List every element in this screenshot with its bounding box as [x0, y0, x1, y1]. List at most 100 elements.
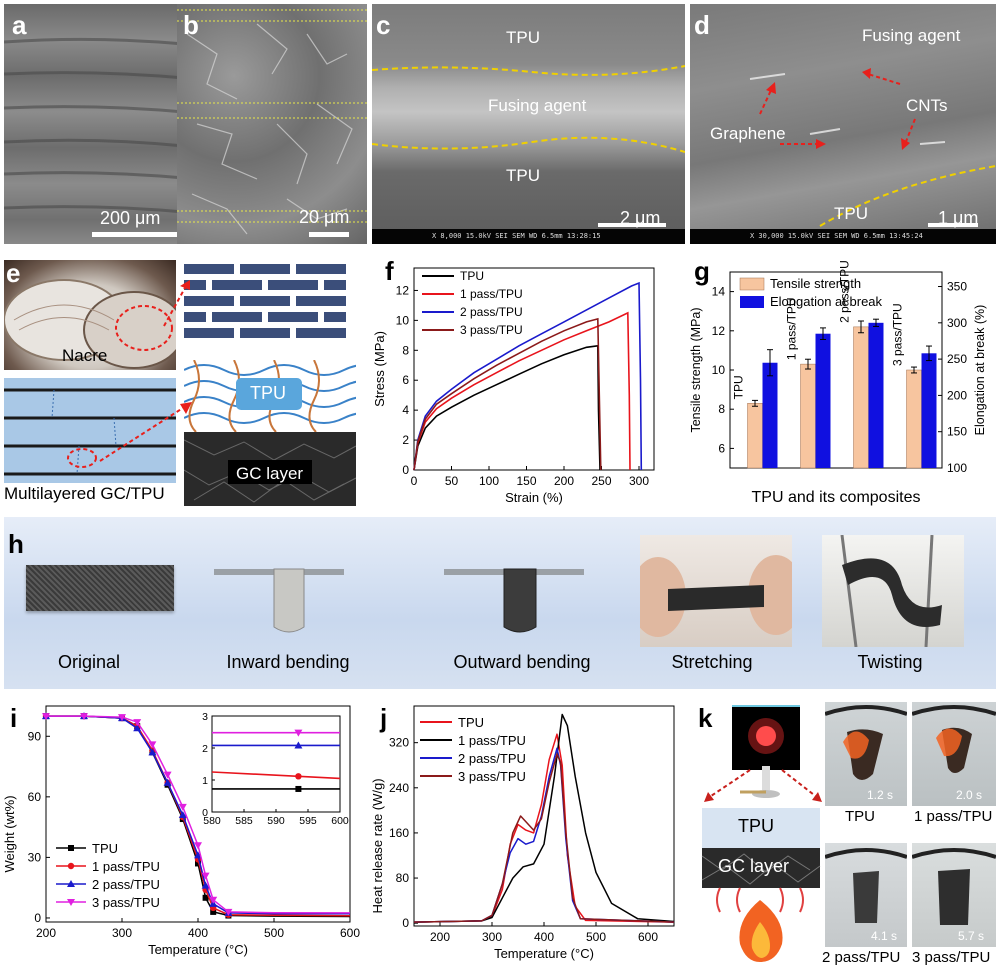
panel-c-sem-image: TPU Fusing agent TPU c 2 μm X 8,000 15.0… [372, 4, 685, 244]
label-gc-layer: GC layer [718, 856, 790, 876]
label-tpu: TPU [738, 816, 774, 836]
label-graphene: Graphene [710, 124, 786, 143]
sem-info-bar: X 8,000 15.0kV SEI SEM WD 6.5mm 13:28:15 [372, 229, 685, 244]
data-marker [194, 842, 202, 850]
legend-swatch [740, 296, 764, 308]
data-marker [133, 724, 142, 732]
legend-label: 1 pass/TPU [458, 733, 526, 748]
y-tick-label: 80 [396, 871, 410, 885]
y-axis-label: Weight (wt%) [2, 795, 17, 872]
x-tick-label: 200 [554, 474, 574, 488]
flame-photo-tpu: 1.2 s [825, 702, 907, 806]
tpu-gc-diagram: TPU GC layer [184, 360, 356, 506]
photo-inward-bending [214, 559, 344, 639]
y-axis-label: Tensile strength (MPa) [689, 307, 703, 432]
panel-label-h: h [8, 529, 24, 559]
category-label: 1 pass/TPU [785, 297, 799, 360]
legend-label: 3 pass/TPU [92, 895, 160, 910]
series-line [413, 713, 675, 923]
label-outward-bending: Outward bending [453, 652, 591, 672]
y-tick-label: 10 [712, 363, 726, 377]
y-tick-label: 14 [712, 285, 726, 299]
inset-series-line [211, 771, 341, 780]
data-marker [194, 851, 202, 859]
label-nacre: Nacre [62, 346, 108, 365]
flame-label-3pass: 3 pass/TPU [912, 949, 991, 966]
y-tick-label: 8 [402, 343, 409, 357]
x-tick-label: 250 [591, 474, 611, 488]
x-tick-label: 150 [516, 474, 536, 488]
scale-bar [598, 223, 666, 227]
inset-x-tick-label: 590 [267, 815, 285, 827]
stress-strain-chart: 0 50 100 150 200 250 300 0 2 4 6 8 10 12 Strain (%) Str… [372, 267, 655, 505]
data-marker [68, 845, 74, 851]
annotations [749, 68, 996, 227]
series-line [413, 753, 675, 923]
flame-label-1pass: 1 pass/TPU [914, 808, 993, 825]
inset-x-tick-label: 580 [203, 815, 221, 827]
category-label: 3 pass/TPU [891, 303, 905, 366]
flame-label-2pass: 2 pass/TPU [822, 949, 901, 966]
x-tick-label: 200 [430, 930, 450, 944]
inset-y-tick-label: 0 [202, 807, 208, 819]
burn-time: 1.2 s [867, 788, 894, 802]
data-marker [295, 773, 302, 780]
x-tick-label: 100 [479, 474, 499, 488]
y2-tick-label: 100 [947, 461, 967, 475]
legend-label: 3 pass/TPU [460, 323, 523, 337]
flame-photo-2pass: 4.1 s [825, 843, 907, 947]
inset-frame [211, 715, 341, 813]
data-marker [163, 778, 172, 786]
data-marker [148, 748, 157, 756]
data-marker [202, 894, 209, 901]
heat-release-chart: 200 300 400 500 600 0 80 160 240 320 Temperature (… [370, 705, 675, 961]
scale-bar [309, 232, 349, 237]
y-tick-label: 6 [718, 441, 725, 455]
x-tick-label: 0 [411, 474, 418, 488]
data-marker [80, 713, 88, 721]
series-line [413, 281, 643, 471]
data-marker [209, 896, 218, 904]
mechanical-properties-bar-chart: 6 8 10 12 14 100 150 200 250 300 350 TPU and its co… [689, 260, 987, 506]
y-tick-label: 10 [396, 313, 410, 327]
panel-label-g: g [694, 256, 710, 286]
label-tpu-top: TPU [506, 28, 540, 47]
data-marker [133, 719, 142, 727]
series-line [413, 317, 602, 471]
inset-y-tick-label: 3 [202, 711, 208, 723]
panel-label-e: e [6, 258, 21, 288]
y2-tick-label: 250 [947, 352, 967, 366]
data-marker [118, 714, 126, 722]
bar-tensile-strength [906, 369, 922, 469]
data-marker [294, 729, 303, 737]
y-tick-label: 8 [718, 402, 725, 416]
y-tick-label: 0 [34, 911, 41, 925]
data-marker [201, 881, 210, 889]
panel-label-f: f [385, 256, 394, 286]
series-line [413, 311, 631, 471]
plot-frame [413, 705, 675, 927]
y-tick-label: 12 [396, 283, 410, 297]
label-twisting: Twisting [857, 652, 923, 672]
x-tick-label: 300 [112, 926, 132, 940]
category-label: TPU [732, 375, 746, 399]
label-tpu: TPU [834, 204, 868, 223]
legend-swatch [739, 277, 765, 291]
inset-x-tick-label: 600 [331, 815, 349, 827]
sem-fracture-texture [177, 9, 367, 235]
flame-photo-3pass: 5.7 s [912, 843, 996, 947]
bar-elongation [815, 333, 831, 468]
data-marker [67, 862, 75, 870]
inset-y-tick-label: 2 [202, 743, 208, 755]
legend-label: Tensile strength [770, 276, 861, 291]
x-axis-label: TPU and its composites [752, 489, 921, 506]
data-marker [67, 880, 75, 887]
photo-outward-bending [444, 559, 584, 639]
data-marker [42, 713, 50, 721]
y-tick-label: 0 [402, 463, 409, 477]
bar-tensile-strength [747, 403, 763, 469]
scale-label: 20 μm [299, 207, 350, 227]
panel-label-c: c [376, 10, 391, 40]
legend-label: Elongation at break [770, 294, 883, 309]
y-tick-label: 90 [28, 729, 42, 743]
